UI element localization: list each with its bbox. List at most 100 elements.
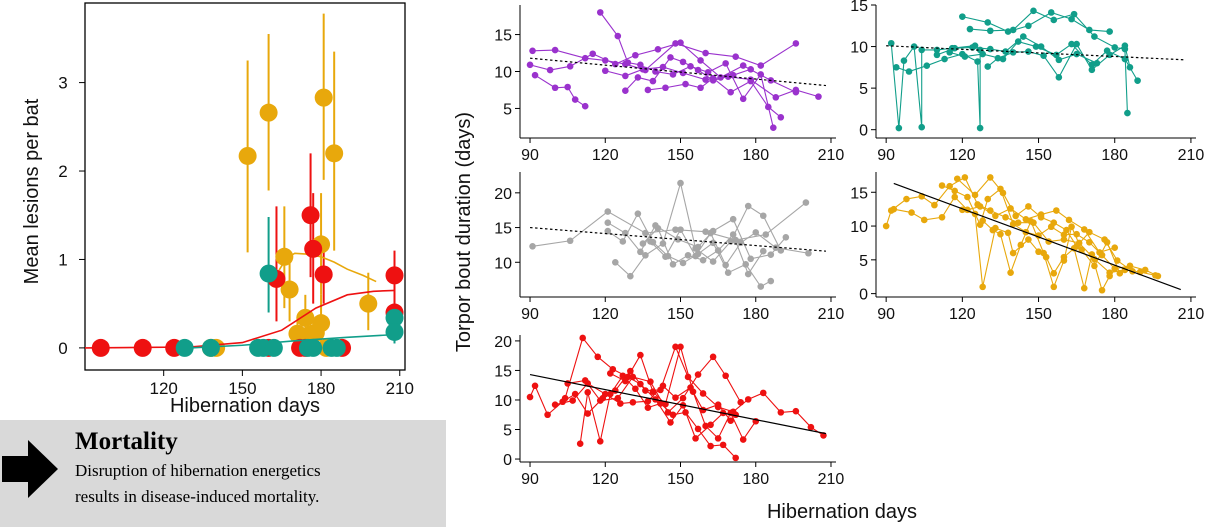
torpor-red-point [649,388,657,396]
torpor-purple-point [777,114,785,121]
torpor-orange-point [1111,265,1119,272]
torpor-teal-x-tick-label: 120 [949,147,976,164]
torpor-orange-point [1098,251,1106,259]
torpor-grey-point [742,261,750,268]
torpor-orange-point [961,174,969,181]
torpor-red-point [709,353,717,361]
lesion-y-tick-label: 2 [58,162,67,181]
torpor-red-point [792,407,800,415]
torpor-red-y-tick-label: 0 [503,452,512,469]
torpor-teal-point [1106,51,1113,59]
torpor-grey-point [662,253,669,261]
mortality-box: Mortality Disruption of hibernation ener… [0,420,446,527]
torpor-purple-point [571,96,579,103]
torpor-purple-point [722,60,729,67]
torpor-red-point [584,410,592,417]
mortality-title: Mortality [75,428,178,455]
torpor-orange-point [1022,215,1030,223]
torpor-teal-point [1111,44,1119,51]
torpor-teal-point [974,58,981,65]
torpor-orange-point [1103,238,1111,246]
torpor-teal-point [1088,66,1096,74]
torpor-teal-point [986,27,994,35]
torpor-teal-point [969,44,976,51]
torpor-red-point [561,394,569,402]
torpor-grey-point [692,245,699,252]
torpor-orange-point [964,193,971,201]
torpor-red-point [714,435,722,442]
torpor-red-point [692,435,699,442]
torpor-teal-series-line [896,49,981,129]
torpor-teal-point [1025,22,1032,30]
torpor-red-point [702,422,709,430]
torpor-purple-point [739,95,747,103]
torpor-grey-point [684,252,692,259]
torpor-teal-point [1073,50,1080,58]
torpor-grey-x-tick-label: 180 [742,306,769,323]
torpor-purple-point [596,9,604,16]
torpor-orange-series-line [893,196,1115,254]
torpor-grey-y-tick-label: 20 [494,186,512,203]
torpor-orange-point [1017,241,1025,249]
torpor-orange-point [1065,216,1073,224]
torpor-purple-point [757,62,765,69]
torpor-purple-point [792,86,800,94]
lesion-point [327,338,346,357]
torpor-teal-point [900,57,908,64]
torpor-purple-point [727,88,734,96]
torpor-teal-point [966,25,974,33]
torpor-teal-point [923,62,931,69]
torpor-grey-point [744,202,752,210]
torpor-teal-point [959,13,966,20]
torpor-teal-point [1124,109,1131,117]
lesion-point [301,206,320,225]
torpor-orange-point [1080,284,1088,292]
lesion-point [288,324,307,343]
torpor-teal-point [984,63,992,70]
torpor-red-x-tick-label: 150 [667,471,694,488]
torpor-grey-point [805,249,812,257]
torpor-orange-point [1037,213,1045,221]
torpor-teal-point [1068,15,1075,23]
lesion-plot-frame [84,2,406,371]
torpor-red-point [664,409,672,416]
torpor-purple-point [529,47,536,55]
torpor-teal-point [1086,26,1093,34]
torpor-red-y-tick-label: 20 [494,334,512,351]
torpor-orange-point [1040,249,1047,257]
torpor-orange-point [1007,269,1014,276]
torpor-orange-y-tick-label: 10 [850,219,868,236]
torpor-red-point [569,397,576,404]
torpor-teal-x-tick-label: 150 [1025,147,1052,164]
torpor-orange-point [986,174,994,181]
torpor-orange-point [1009,220,1017,228]
torpor-red-point [694,371,702,378]
lesion-point [385,322,404,341]
torpor-orange-x-tick-label: 90 [877,306,895,323]
torpor-grey-point [679,259,687,267]
torpor-grey-point [722,261,729,269]
torpor-teal-point [1009,26,1017,34]
torpor-red-point [622,377,629,385]
torpor-teal-point [1070,10,1078,18]
torpor-red-point [667,419,674,426]
torpor-grey-x-tick-label: 120 [592,306,619,323]
lesion-point [280,280,299,299]
torpor-grey-point [647,238,654,245]
torpor-grey-point [747,255,755,263]
torpor-teal-point [1073,40,1080,48]
torpor-red-point [584,388,592,396]
torpor-teal-point [893,64,900,71]
torpor-purple-point [566,63,574,70]
torpor-y-axis-label: Torpor bout duration (days) [453,112,475,352]
torpor-purple-x-tick-label: 120 [592,147,619,164]
torpor-orange-point [1050,270,1058,277]
torpor-red-point [644,397,652,405]
torpor-orange-point [908,209,915,216]
lesion-point [175,338,194,357]
torpor-grey-y-tick-label: 10 [494,255,512,272]
torpor-purple-point [732,53,739,61]
torpor-teal-trend-line [886,45,1186,61]
torpor-teal-point [941,55,948,63]
